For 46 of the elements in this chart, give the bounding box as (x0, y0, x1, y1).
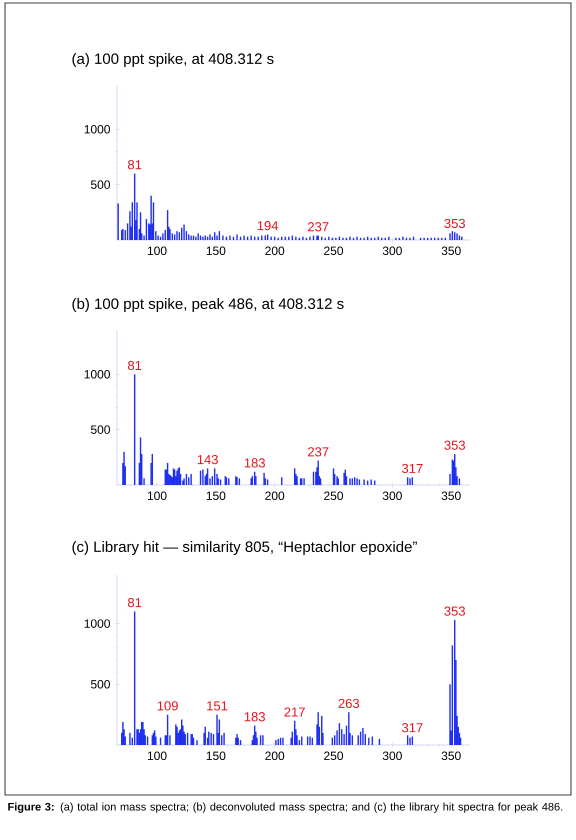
annotation: 81 (128, 598, 142, 608)
y-tick-label: 1000 (84, 619, 110, 628)
x-tick-label: 250 (324, 492, 344, 500)
x-tick-label: 100 (148, 246, 167, 256)
x-tick-label: 150 (206, 492, 226, 500)
x-tick-label: 350 (442, 246, 461, 256)
x-tick-label: 250 (324, 752, 344, 760)
annotation: 194 (258, 221, 278, 230)
y-tick-label: 1000 (84, 370, 110, 379)
annotation: 81 (128, 160, 142, 170)
y-tick-label: 1000 (84, 125, 110, 134)
text: Figure 3: (a) total ion mass spectra; (b) deconvoluted mass spectra; and (c) the library hit spectra for peak 486. (8, 802, 562, 813)
x-tick-label: 300 (382, 492, 402, 500)
x-tick-label: 100 (148, 492, 167, 500)
x-tick-label: 150 (206, 752, 226, 760)
x-tick-label: 350 (442, 752, 461, 760)
chart-title: (b) 100 ppt spike, peak 486, at 408.312 s (72, 298, 344, 312)
y-tick-label: 500 (90, 425, 110, 434)
x-tick-label: 350 (442, 492, 461, 500)
chart-title: (a) 100 ppt spike, at 408.312 s (72, 53, 274, 67)
y-tick-label: 500 (90, 680, 110, 689)
annotation: 183 (244, 458, 265, 468)
annotation: 151 (207, 701, 228, 710)
annotation: 353 (444, 606, 465, 616)
annotation: 109 (158, 701, 178, 710)
y-tick-label: 500 (90, 180, 110, 189)
annotation: 237 (308, 447, 328, 456)
x-tick-label: 200 (265, 246, 284, 256)
x-tick-label: 300 (382, 752, 402, 760)
annotation: 237 (308, 222, 328, 232)
x-tick-label: 200 (265, 492, 284, 500)
annotation: 143 (198, 454, 218, 464)
x-tick-label: 200 (265, 752, 284, 760)
chart-title: (c) Library hit — similarity 805, “Heptachlor epoxide” (72, 541, 417, 555)
annotation: 217 (284, 707, 305, 717)
annotation: 317 (402, 464, 423, 474)
annotation: 183 (244, 712, 265, 722)
x-tick-label: 150 (206, 246, 226, 256)
annotation: 353 (444, 218, 465, 228)
annotation: 317 (402, 723, 423, 732)
x-tick-label: 100 (148, 752, 167, 760)
annotation: 353 (444, 440, 465, 450)
x-tick-label: 250 (324, 246, 344, 256)
annotation: 81 (128, 360, 142, 370)
x-tick-label: 300 (382, 246, 402, 256)
annotation: 263 (338, 698, 360, 708)
